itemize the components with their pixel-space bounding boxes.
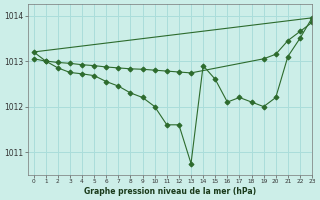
X-axis label: Graphe pression niveau de la mer (hPa): Graphe pression niveau de la mer (hPa) xyxy=(84,187,256,196)
